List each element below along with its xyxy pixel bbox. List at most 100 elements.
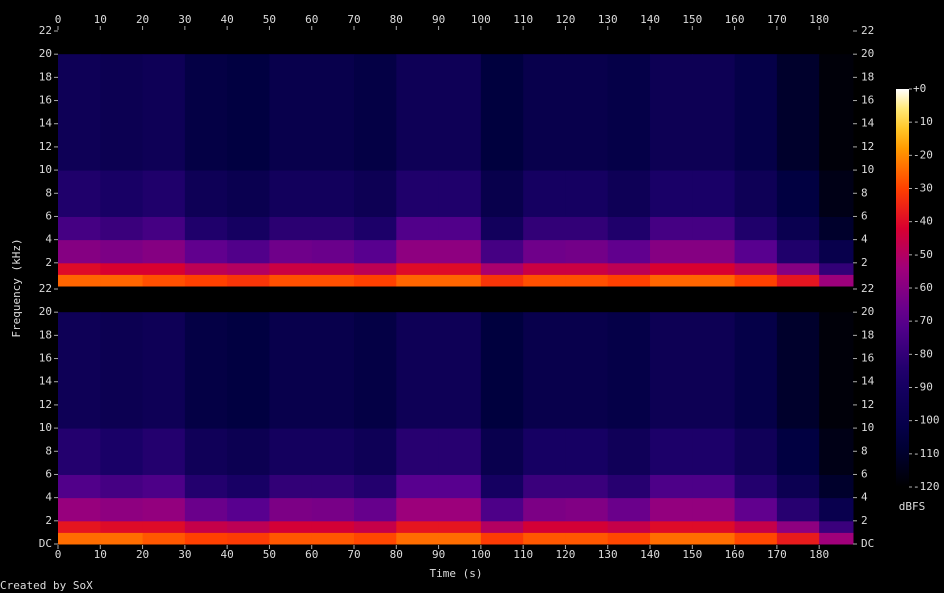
spectrogram-cell <box>396 474 440 499</box>
spectrogram-cell <box>184 312 228 429</box>
credit: Created by SoX <box>0 579 93 592</box>
spectrogram-cell <box>776 428 820 475</box>
spectrogram-cell <box>311 170 355 217</box>
spectrogram-cell <box>776 532 820 545</box>
spectrogram-cell <box>692 54 736 171</box>
spectrogram-cell <box>227 497 270 522</box>
spectrogram-cell <box>269 216 313 241</box>
y-tick-label: 14 <box>39 375 53 388</box>
x-tick-label: 120 <box>556 13 576 26</box>
spectrogram-cell <box>734 428 778 475</box>
x-tick-label: 10 <box>94 548 107 561</box>
y-tick-label: 18 <box>861 70 874 83</box>
y-tick-label: 6 <box>861 467 868 480</box>
x-tick-label: 140 <box>640 13 660 26</box>
y-tick-label: 20 <box>39 47 52 60</box>
spectrogram-cell <box>354 532 397 545</box>
spectrogram-cell <box>523 532 566 545</box>
spectrogram-cell <box>523 239 566 264</box>
x-tick-label: 100 <box>471 548 491 561</box>
spectrogram-cell <box>480 216 524 241</box>
spectrogram-cell <box>142 520 186 533</box>
spectrogram-cell <box>58 497 101 522</box>
spectrogram-cell <box>523 170 566 217</box>
y-tick-label: 20 <box>39 305 52 318</box>
spectrogram-cell <box>354 428 397 475</box>
spectrogram-cell <box>776 262 820 275</box>
x-tick-label: 70 <box>347 13 360 26</box>
y-axis-label: Frequency (kHz) <box>10 238 23 337</box>
y-tick-label: 4 <box>45 233 52 246</box>
spectrogram-cell <box>142 239 186 264</box>
spectrogram-cell <box>142 274 186 287</box>
spectrogram-cell <box>650 54 693 171</box>
spectrogram-cell <box>734 497 778 522</box>
x-tick-label: 180 <box>809 13 829 26</box>
spectrogram-cell <box>100 497 144 522</box>
spectrogram-cell <box>58 274 101 287</box>
spectrogram-cell <box>396 216 440 241</box>
spectrogram-cell <box>692 497 736 522</box>
spectrogram-cell <box>269 170 313 217</box>
spectrogram-cell <box>819 497 854 522</box>
y-tick-label: 12 <box>861 140 874 153</box>
spectrogram-cell <box>692 170 736 217</box>
spectrogram-cell <box>819 239 854 264</box>
spectrogram-cell <box>650 170 693 217</box>
x-tick-label: 80 <box>390 13 403 26</box>
spectrogram-cell <box>58 262 101 275</box>
spectrogram-cell <box>184 474 228 499</box>
y-tick-label: DC <box>861 537 874 550</box>
colorbar <box>896 89 909 487</box>
y-tick-label: 16 <box>39 352 52 365</box>
spectrogram-cell <box>227 312 270 429</box>
spectrogram-cell <box>819 532 854 545</box>
spectrogram-cell <box>480 54 524 171</box>
y-tick-label: 12 <box>861 398 874 411</box>
spectrogram-cell <box>480 520 524 533</box>
x-tick-label: 40 <box>221 548 234 561</box>
spectrogram-cell <box>354 497 397 522</box>
x-tick-label: 90 <box>432 13 445 26</box>
spectrogram-cell <box>142 497 186 522</box>
spectrogram-cell <box>354 312 397 429</box>
spectrogram-cell <box>184 239 228 264</box>
spectrogram-cell <box>438 216 482 241</box>
spectrogram-cell <box>480 312 524 429</box>
spectrogram-cell <box>100 239 144 264</box>
spectrogram-cell <box>354 262 397 275</box>
spectrogram-cell <box>776 274 820 287</box>
x-tick-label: 150 <box>682 548 702 561</box>
x-tick-label: 60 <box>305 548 318 561</box>
spectrogram-cell <box>692 428 736 475</box>
spectrogram-cell <box>734 474 778 499</box>
spectrogram-cell <box>184 54 228 171</box>
x-tick-label: 130 <box>598 548 618 561</box>
y-tick-label: 22 <box>39 282 52 295</box>
y-tick-label: DC <box>39 537 52 550</box>
spectrogram-cell <box>819 520 854 533</box>
spectrogram-cell <box>142 170 186 217</box>
spectrogram-cell <box>776 54 820 171</box>
colorbar-tick-label: -40 <box>913 215 933 228</box>
y-tick-label: 22 <box>861 24 874 37</box>
colorbar-tick-label: -20 <box>913 148 933 161</box>
y-tick-label: 18 <box>39 328 52 341</box>
spectrogram-cell <box>734 239 778 264</box>
spectrogram-cell <box>100 274 144 287</box>
spectrogram-cell <box>565 532 609 545</box>
spectrogram-cell <box>396 312 440 429</box>
spectrogram-cell <box>227 54 270 171</box>
spectrogram-cell <box>396 520 440 533</box>
spectrogram-cell <box>650 474 693 499</box>
spectrogram-cell <box>438 239 482 264</box>
spectrogram-cell <box>227 274 270 287</box>
spectrogram-cell <box>396 239 440 264</box>
colorbar-tick-label: -10 <box>913 115 933 128</box>
spectrogram-cell <box>734 312 778 429</box>
spectrogram-cell <box>523 520 566 533</box>
x-tick-label: 30 <box>178 13 191 26</box>
spectrogram-cell <box>607 474 651 499</box>
spectrogram-cell <box>354 474 397 499</box>
spectrogram-cell <box>142 54 186 171</box>
